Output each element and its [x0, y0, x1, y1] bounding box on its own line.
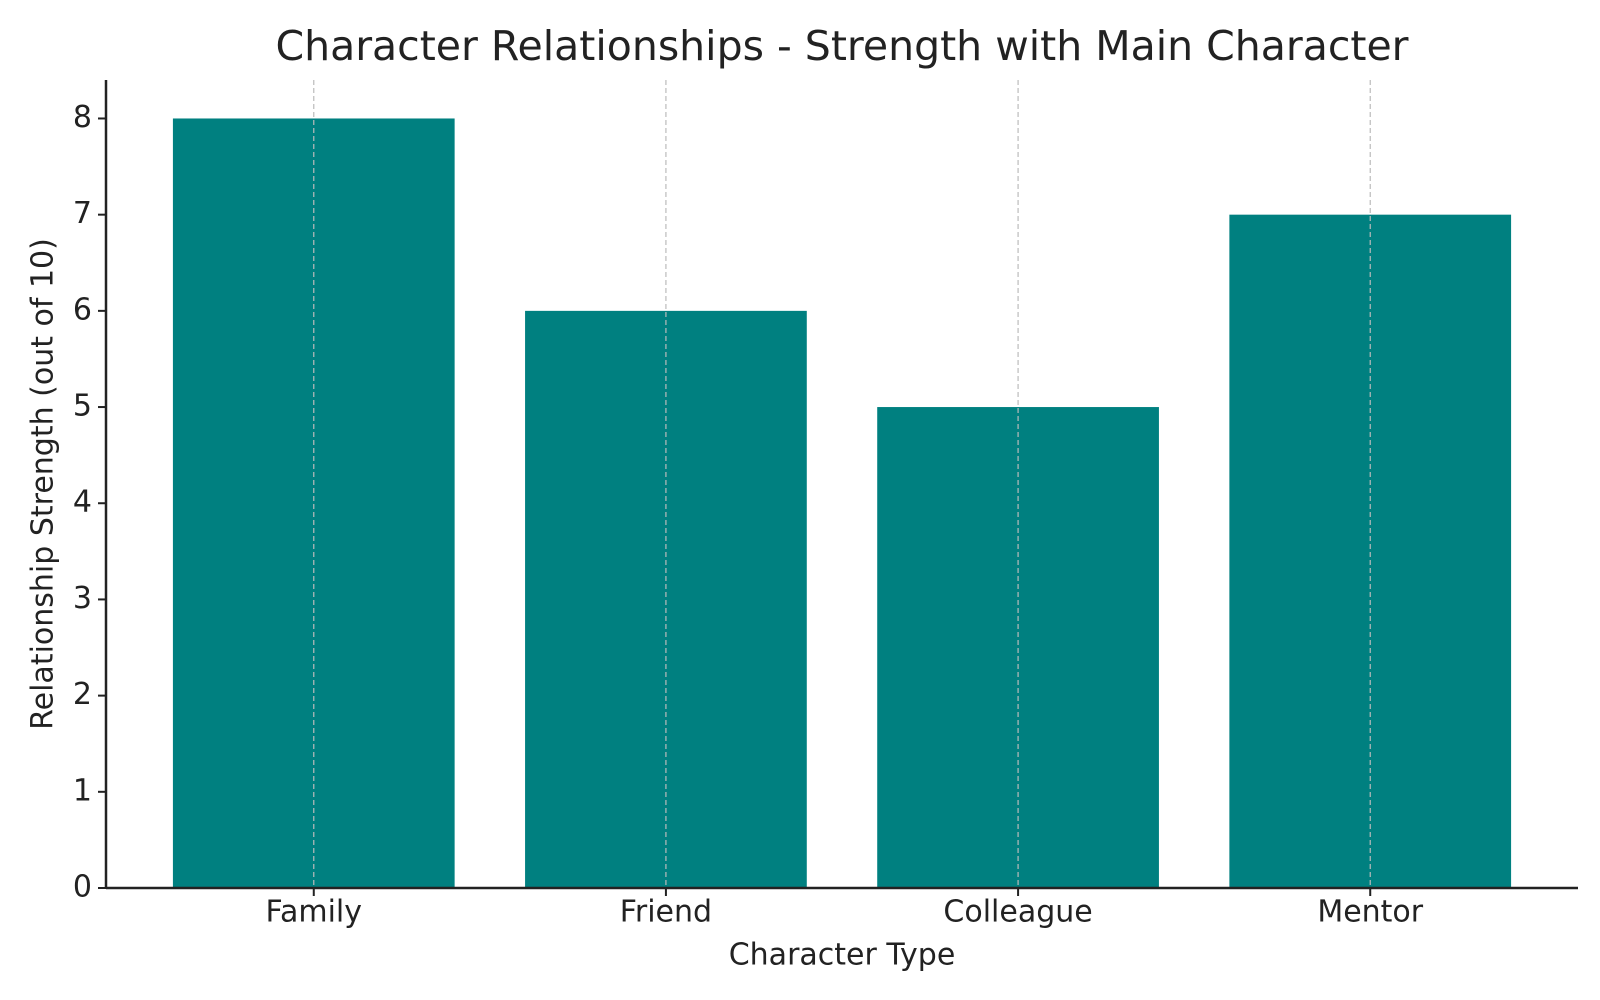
y-tick-label: 2: [73, 677, 92, 712]
bar: [172, 118, 455, 888]
x-axis-label: Character Type: [729, 938, 956, 973]
bar: [1229, 214, 1512, 888]
y-tick-label: 7: [73, 196, 92, 231]
x-tick-label: Family: [265, 895, 362, 930]
y-tick-label: 0: [73, 870, 92, 905]
bar: [877, 407, 1159, 888]
bar: [525, 310, 807, 888]
y-tick-label: 8: [73, 100, 92, 135]
y-tick-label: 1: [73, 773, 92, 808]
chart-title: Character Relationships - Strength with …: [275, 22, 1408, 70]
y-tick-label: 6: [73, 292, 92, 327]
y-tick-label: 3: [73, 581, 92, 616]
y-axis-label: Relationship Strength (out of 10): [26, 238, 61, 730]
y-tick-label: 4: [73, 485, 92, 520]
x-tick-label: Colleague: [943, 895, 1092, 930]
x-tick-label: Friend: [620, 895, 712, 930]
y-tick-label: 5: [73, 389, 92, 424]
x-tick-label: Mentor: [1317, 895, 1423, 930]
